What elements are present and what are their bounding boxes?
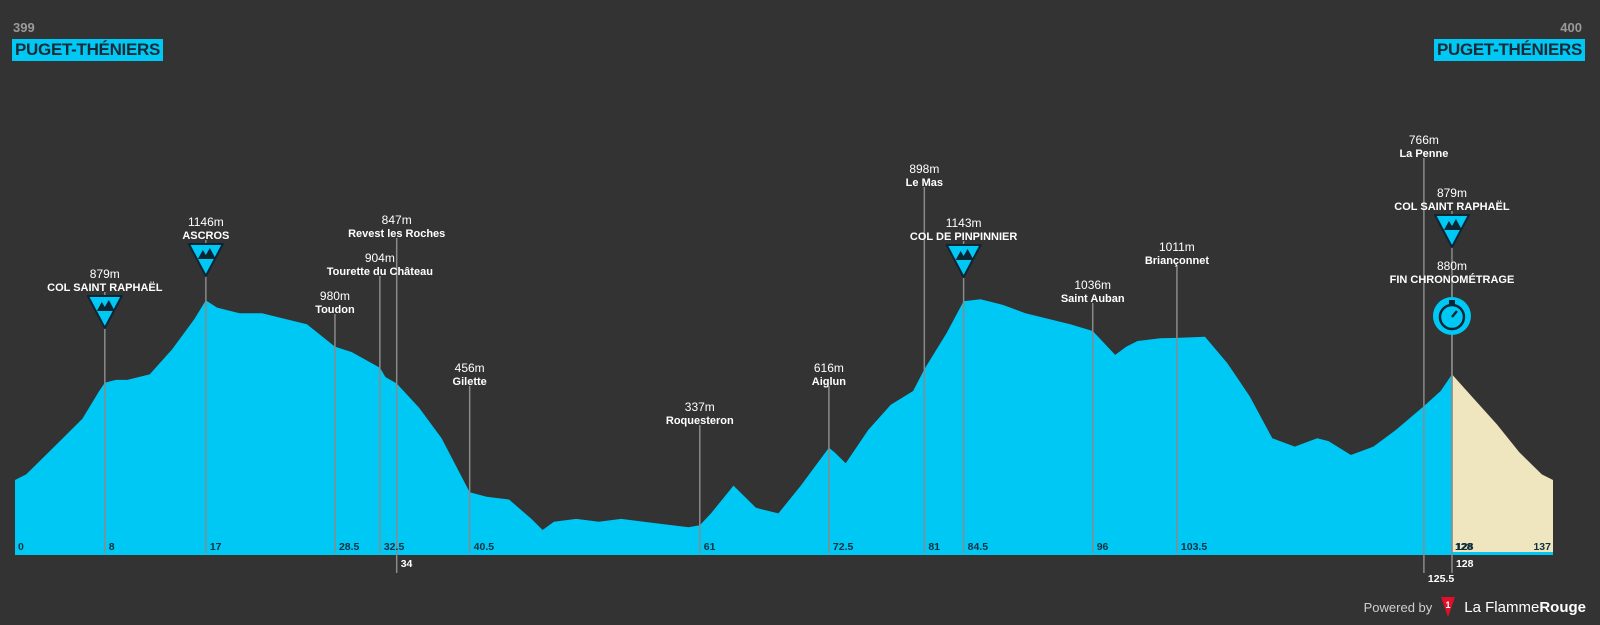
brand-name: La FlammeRouge <box>1464 599 1586 616</box>
chrono-icon-dial <box>1438 303 1466 331</box>
marker-elevation-label: 879m <box>90 267 120 281</box>
climb-icon <box>945 244 982 278</box>
marker-elevation-label: 879m <box>1437 186 1467 200</box>
mountain-icon <box>96 300 115 311</box>
chrono-icon-crown <box>1448 300 1455 304</box>
marker-elevation-label: 1143m <box>946 216 982 230</box>
marker-name-label: Roquesteron <box>666 415 734 427</box>
marker-name-label: COL SAINT RAPHAËL <box>47 281 163 294</box>
km-marker-label: 61 <box>704 541 716 553</box>
marker-name-label: FIN CHRONOMÉTRAGE <box>1390 273 1515 286</box>
km-marker-label: 81 <box>928 541 940 553</box>
km-marker-label: 125.5 <box>1428 573 1454 585</box>
km-marker-label: 32.5 <box>384 541 405 553</box>
marker-elevation-label: 1146m <box>188 215 224 229</box>
mountain-icon <box>955 249 974 260</box>
marker-elevation-label: 880m <box>1437 259 1467 273</box>
marker-elevation-label: 847m <box>382 213 412 227</box>
marker-name-label: ASCROS <box>182 230 229 242</box>
chrono-icon-hand <box>1451 310 1458 318</box>
km-marker-label: 128 <box>1456 541 1474 553</box>
marker-elevation-label: 456m <box>455 361 485 375</box>
profile-area-layer <box>15 299 1553 555</box>
marker-name-label: Tourette du Château <box>327 266 433 278</box>
profile-area-finish <box>1452 374 1553 553</box>
climb-icon <box>86 295 123 329</box>
km-marker-label: 72.5 <box>833 541 854 553</box>
marker-lines-layer <box>104 158 1453 573</box>
marker-elevation-label: 980m <box>320 289 350 303</box>
km-marker-label: 8 <box>109 541 115 553</box>
flamme-rouge-logo-icon: 1 <box>1441 597 1456 617</box>
brand-name-b: Rouge <box>1539 598 1586 616</box>
climb-icon <box>187 243 224 277</box>
km-marker-label: 28.5 <box>339 541 360 553</box>
powered-by: Powered by 1 La FlammeRouge <box>1364 596 1586 618</box>
marker-name-label: La Penne <box>1399 148 1448 160</box>
powered-label: Powered by <box>1363 599 1433 615</box>
km-axis-label: 0 <box>18 541 24 553</box>
brand-logo-text: 1 <box>1446 600 1451 610</box>
marker-elevation-label: 616m <box>814 361 844 375</box>
left-stage-number: 399 <box>13 20 35 35</box>
km-marker-label: 34 <box>401 558 413 570</box>
marker-name-label: Briançonnet <box>1145 255 1210 267</box>
right-stage-number: 400 <box>1560 20 1582 35</box>
mountain-icon <box>197 248 216 259</box>
km-marker-label: 96 <box>1097 541 1109 553</box>
km-marker-label: 17 <box>210 541 222 553</box>
profile-baseline <box>15 552 1553 555</box>
mountain-icon <box>1443 219 1462 230</box>
marker-elevation-label: 1011m <box>1159 240 1195 254</box>
marker-elevation-label: 766m <box>1409 133 1439 147</box>
brand-name-a: La Flamme <box>1464 598 1540 616</box>
km-marker-label: 103.5 <box>1181 541 1207 553</box>
km-axis-label: 137 <box>1533 541 1551 553</box>
km-axis-layer: 8 17 28.5 32.5 34 40.5 61 72.5 81 84.5 96 103.5 125.… <box>18 541 1551 585</box>
marker-name-label: Toudon <box>315 304 355 316</box>
marker-icons-layer <box>86 214 1471 335</box>
marker-name-label: Saint Auban <box>1061 293 1125 305</box>
marker-name-label: COL SAINT RAPHAËL <box>1394 200 1510 213</box>
climb-icon <box>1433 214 1470 248</box>
marker-elevation-label: 337m <box>685 400 715 414</box>
marker-elevation-label: 904m <box>365 251 395 265</box>
marker-name-label: Gilette <box>453 376 487 388</box>
marker-name-label: Aiglun <box>812 376 846 388</box>
marker-name-label: Revest les Roches <box>348 228 445 240</box>
marker-name-label: COL DE PINPINNIER <box>910 231 1017 243</box>
marker-name-label: Le Mas <box>906 177 943 189</box>
km-marker-label: 84.5 <box>968 541 989 553</box>
km-axis-label: 128 <box>1455 541 1473 553</box>
km-marker-label: 128 <box>1456 558 1474 570</box>
marker-elevation-label: 898m <box>909 162 939 176</box>
marker-elevation-label: 1036m <box>1074 278 1111 292</box>
km-marker-label: 40.5 <box>474 541 495 553</box>
finish-town-label: PUGET-THÉNIERS <box>1433 39 1585 61</box>
start-town-label: PUGET-THÉNIERS <box>12 39 164 61</box>
